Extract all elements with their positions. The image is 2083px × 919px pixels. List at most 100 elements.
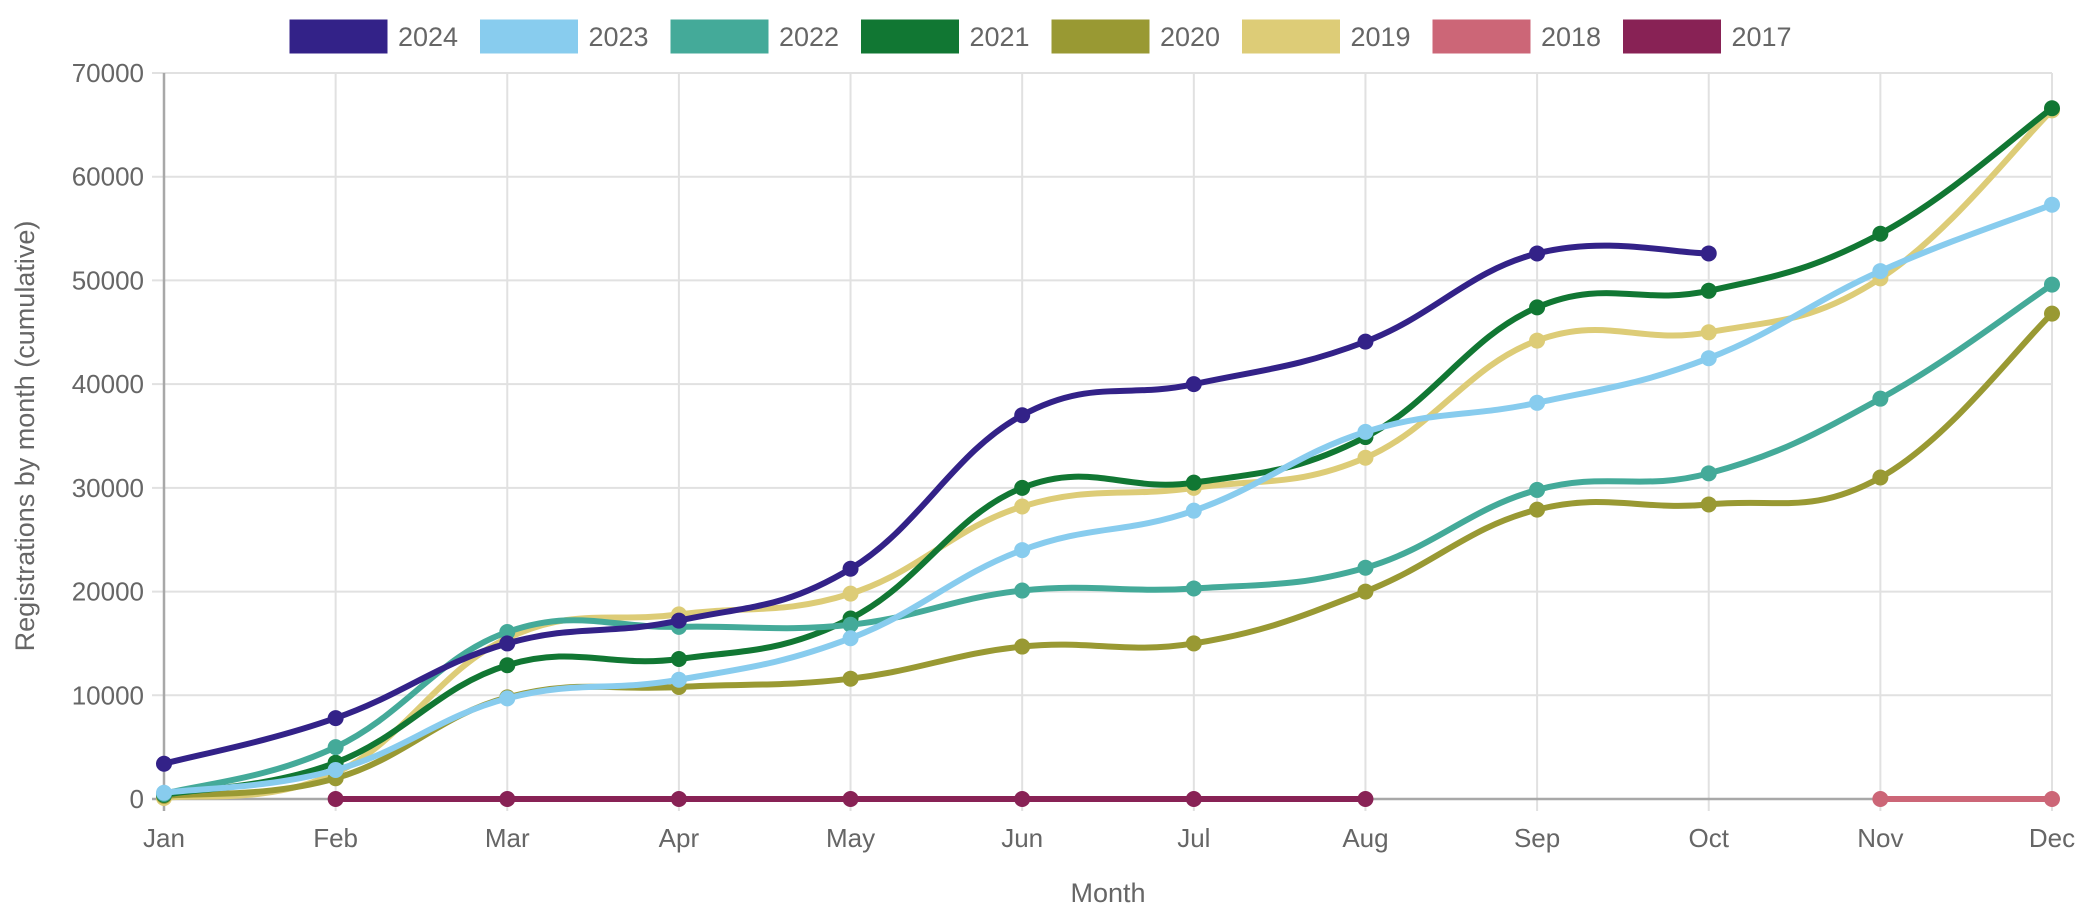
data-point bbox=[1185, 580, 1202, 597]
data-point bbox=[1357, 583, 1374, 600]
x-tick-label: Oct bbox=[1689, 823, 1730, 853]
data-point bbox=[1185, 635, 1202, 652]
legend: 2024 2023 2022 2021 2020 2019 2018 2017 bbox=[288, 18, 1792, 55]
series-line-2021 bbox=[161, 105, 2055, 798]
series-2020 bbox=[156, 305, 2060, 804]
legend-label: 2021 bbox=[970, 22, 1030, 52]
data-point bbox=[1357, 559, 1374, 576]
legend-label: 2020 bbox=[1160, 22, 1220, 52]
data-point bbox=[2044, 196, 2060, 213]
legend-item-2024: 2024 bbox=[288, 18, 458, 55]
legend-label: 2019 bbox=[1351, 22, 1411, 52]
x-tick-label: Aug bbox=[1342, 823, 1388, 853]
series-line-2023 bbox=[161, 201, 2055, 796]
series-2017 bbox=[327, 791, 1374, 807]
legend-item-2017: 2017 bbox=[1622, 18, 1792, 55]
data-point bbox=[1700, 282, 1717, 299]
data-point bbox=[2044, 305, 2060, 322]
data-point bbox=[1014, 638, 1031, 655]
data-point bbox=[327, 761, 344, 778]
series-2018 bbox=[1872, 791, 2060, 807]
series-group bbox=[156, 100, 2060, 807]
data-point bbox=[670, 791, 687, 807]
data-point bbox=[842, 616, 859, 633]
data-point bbox=[1872, 791, 1889, 807]
data-point bbox=[1529, 299, 1546, 316]
y-tick-label: 30000 bbox=[72, 473, 144, 503]
y-tick-label: 0 bbox=[130, 784, 144, 814]
data-point bbox=[499, 635, 516, 652]
x-tick-label: Sep bbox=[1514, 823, 1560, 853]
series-2024 bbox=[156, 242, 1717, 772]
legend-item-2021: 2021 bbox=[860, 18, 1030, 55]
data-point bbox=[670, 650, 687, 667]
data-point bbox=[156, 755, 172, 772]
data-point bbox=[842, 560, 859, 577]
legend-item-2022: 2022 bbox=[669, 18, 839, 55]
x-tick-label: Jun bbox=[1001, 823, 1043, 853]
legend-label: 2024 bbox=[398, 22, 458, 52]
data-point bbox=[499, 624, 516, 641]
data-point bbox=[499, 791, 516, 807]
data-point bbox=[1529, 501, 1546, 518]
y-tick-label: 10000 bbox=[72, 680, 144, 710]
data-point bbox=[1529, 245, 1546, 262]
data-point bbox=[1357, 791, 1374, 807]
legend-swatch bbox=[1241, 18, 1341, 55]
data-point bbox=[1872, 390, 1889, 407]
data-point bbox=[327, 739, 344, 756]
x-tick-label: Feb bbox=[313, 823, 358, 853]
x-tick-label: Jul bbox=[1177, 823, 1210, 853]
data-point bbox=[1014, 542, 1031, 559]
data-point bbox=[1872, 263, 1889, 280]
data-point bbox=[156, 784, 172, 801]
legend-item-2019: 2019 bbox=[1241, 18, 1411, 55]
data-point bbox=[842, 630, 859, 647]
data-point bbox=[1357, 449, 1374, 466]
legend-label: 2022 bbox=[779, 22, 839, 52]
legend-item-2018: 2018 bbox=[1431, 18, 1601, 55]
data-point bbox=[1872, 225, 1889, 242]
x-tick-label: May bbox=[826, 823, 875, 853]
series-2023 bbox=[156, 196, 2060, 801]
x-tick-label: Apr bbox=[659, 823, 700, 853]
data-point bbox=[1185, 376, 1202, 393]
legend-label: 2018 bbox=[1541, 22, 1601, 52]
legend-swatch bbox=[1622, 18, 1722, 55]
x-tick-label: Nov bbox=[1857, 823, 1903, 853]
data-point bbox=[1357, 333, 1374, 350]
data-point bbox=[1014, 791, 1031, 807]
series-2022 bbox=[156, 276, 2060, 802]
data-point bbox=[1185, 474, 1202, 491]
y-tick-label: 70000 bbox=[72, 58, 144, 88]
legend-label: 2017 bbox=[1732, 22, 1792, 52]
legend-swatch bbox=[288, 18, 389, 55]
data-point bbox=[327, 710, 344, 727]
data-point bbox=[1185, 791, 1202, 807]
series-line-2024 bbox=[161, 242, 1712, 767]
series-line-2022 bbox=[161, 281, 2055, 797]
data-point bbox=[1700, 245, 1717, 262]
legend-item-2023: 2023 bbox=[479, 18, 649, 55]
legend-swatch bbox=[669, 18, 770, 55]
y-tick-label: 60000 bbox=[72, 162, 144, 192]
data-point bbox=[1700, 350, 1717, 367]
data-point bbox=[1529, 394, 1546, 411]
legend-swatch bbox=[860, 18, 960, 55]
data-point bbox=[842, 585, 859, 602]
data-point bbox=[1529, 481, 1546, 498]
x-tick-label: Dec bbox=[2029, 823, 2075, 853]
y-tick-label: 40000 bbox=[72, 369, 144, 399]
data-point bbox=[499, 657, 516, 674]
x-axis-title: Month bbox=[1070, 878, 1145, 908]
legend-swatch bbox=[479, 18, 579, 55]
x-tick-label: Mar bbox=[485, 823, 530, 853]
data-point bbox=[2044, 276, 2060, 293]
data-point bbox=[670, 612, 687, 629]
data-point bbox=[2044, 791, 2060, 807]
legend-item-2020: 2020 bbox=[1050, 18, 1220, 55]
data-point bbox=[1014, 479, 1031, 496]
data-point bbox=[842, 670, 859, 687]
data-point bbox=[1014, 498, 1031, 515]
x-tick-label: Jan bbox=[143, 823, 185, 853]
